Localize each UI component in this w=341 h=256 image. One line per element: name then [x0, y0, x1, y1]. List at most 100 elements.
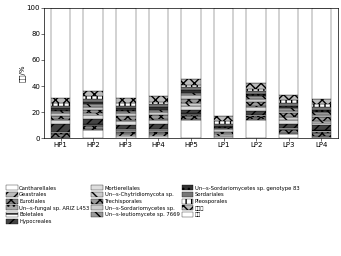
Bar — [149, 102, 168, 104]
Bar — [84, 125, 103, 126]
Bar — [149, 136, 168, 138]
Bar — [214, 132, 233, 134]
Bar — [279, 95, 298, 100]
Bar — [116, 98, 136, 103]
Bar — [246, 107, 266, 111]
Bar — [84, 130, 103, 138]
Bar — [312, 99, 331, 104]
Bar — [149, 119, 168, 120]
Bar — [214, 136, 233, 138]
Bar — [181, 90, 201, 93]
Bar — [279, 134, 298, 138]
Bar — [214, 124, 233, 126]
Bar — [181, 120, 201, 138]
Bar — [84, 126, 103, 129]
Bar — [246, 111, 266, 115]
Bar — [116, 125, 136, 129]
Bar — [51, 124, 70, 132]
Bar — [214, 126, 233, 128]
Bar — [116, 134, 136, 136]
Bar — [279, 128, 298, 129]
Bar — [181, 106, 201, 110]
Bar — [84, 119, 103, 124]
Bar — [214, 116, 233, 121]
Bar — [84, 129, 103, 130]
Bar — [84, 115, 103, 119]
Bar — [312, 136, 331, 137]
Y-axis label: 丰度/%: 丰度/% — [19, 64, 25, 82]
Bar — [84, 91, 103, 97]
Bar — [246, 97, 266, 99]
Bar — [181, 93, 201, 95]
Bar — [116, 116, 136, 120]
Bar — [116, 106, 136, 108]
Bar — [312, 104, 331, 107]
Bar — [116, 136, 136, 138]
Bar — [246, 91, 266, 94]
Bar — [181, 8, 201, 79]
Bar — [84, 102, 103, 104]
Bar — [312, 8, 331, 99]
Bar — [51, 119, 70, 120]
Bar — [51, 132, 70, 133]
Bar — [214, 121, 233, 124]
Bar — [246, 117, 266, 119]
Bar — [181, 79, 201, 85]
Bar — [312, 133, 331, 136]
Bar — [51, 116, 70, 119]
Bar — [312, 110, 331, 112]
Bar — [149, 120, 168, 124]
Bar — [116, 103, 136, 106]
Bar — [116, 120, 136, 121]
Bar — [51, 8, 70, 98]
Legend: Cantharellales, Geastrales, Eurotiales, Un--s-fungal sp. ARIZ L453, Boletales, H: Cantharellales, Geastrales, Eurotiales, … — [6, 185, 299, 224]
Bar — [149, 97, 168, 102]
Bar — [279, 133, 298, 134]
Bar — [116, 129, 136, 130]
Bar — [181, 110, 201, 113]
Bar — [149, 6, 168, 97]
Bar — [279, 124, 298, 128]
Bar — [214, 129, 233, 132]
Bar — [246, 83, 266, 89]
Bar — [84, 99, 103, 102]
Bar — [84, 97, 103, 99]
Bar — [84, 113, 103, 115]
Bar — [214, 8, 233, 116]
Bar — [84, 110, 103, 113]
Bar — [181, 87, 201, 90]
Bar — [181, 116, 201, 119]
Bar — [312, 125, 331, 130]
Bar — [246, 89, 266, 91]
Bar — [214, 134, 233, 136]
Bar — [246, 116, 266, 117]
Bar — [181, 113, 201, 115]
Bar — [51, 111, 70, 113]
Bar — [51, 108, 70, 111]
Bar — [246, 115, 266, 116]
Bar — [149, 115, 168, 119]
Bar — [246, 102, 266, 106]
Bar — [279, 129, 298, 130]
Bar — [312, 117, 331, 121]
Bar — [279, 108, 298, 111]
Bar — [279, 106, 298, 108]
Bar — [312, 137, 331, 138]
Bar — [149, 107, 168, 110]
Bar — [149, 132, 168, 134]
Bar — [279, 120, 298, 124]
Bar — [181, 95, 201, 99]
Bar — [149, 134, 168, 136]
Bar — [181, 119, 201, 120]
Bar — [149, 112, 168, 115]
Bar — [51, 103, 70, 106]
Bar — [214, 128, 233, 129]
Bar — [51, 98, 70, 103]
Bar — [312, 132, 331, 133]
Bar — [246, 99, 266, 102]
Bar — [51, 120, 70, 124]
Bar — [116, 111, 136, 113]
Bar — [149, 129, 168, 130]
Bar — [84, 8, 103, 91]
Bar — [279, 5, 298, 95]
